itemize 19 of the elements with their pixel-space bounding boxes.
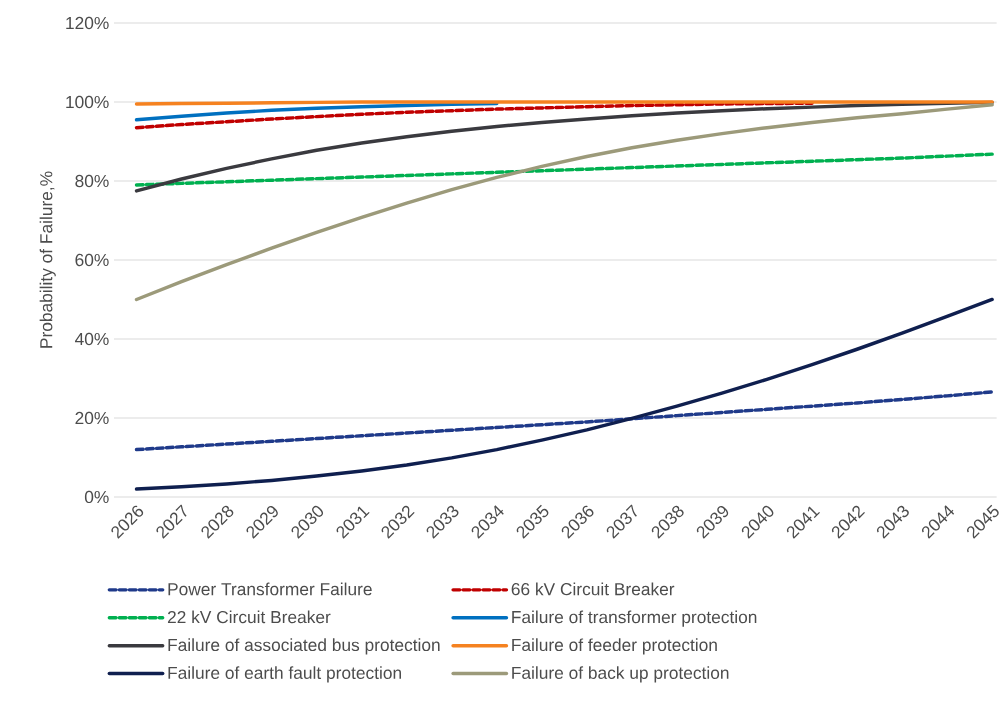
y-tick-label: 120% (66, 16, 109, 30)
legend-label: Failure of associated bus protection (168, 638, 440, 655)
y-tick-label: 0% (84, 490, 109, 504)
y-tick-label: 80% (75, 174, 109, 188)
line-series (134, 103, 994, 302)
legend-label: Failure of back up protection (512, 666, 729, 683)
legend-label: Power Transformer Failure (168, 582, 372, 596)
legend-label: 22 kV Circuit Breaker (167, 610, 331, 624)
y-tick-label: 100% (66, 95, 109, 109)
y-tick-label: 60% (75, 253, 109, 267)
line-series (134, 297, 994, 491)
y-axis-title: Probability of Failure,% (39, 171, 56, 348)
y-tick-label: 40% (75, 332, 109, 346)
legend-label: 66 kV Circuit Breaker (511, 582, 675, 596)
legend-label: Failure of earth fault protection (168, 666, 401, 683)
line-series (134, 101, 499, 122)
legend-label: Failure of feeder protection (512, 638, 717, 655)
legend-label: Failure of transformer protection (512, 610, 757, 627)
y-tick-label: 20% (75, 411, 109, 425)
